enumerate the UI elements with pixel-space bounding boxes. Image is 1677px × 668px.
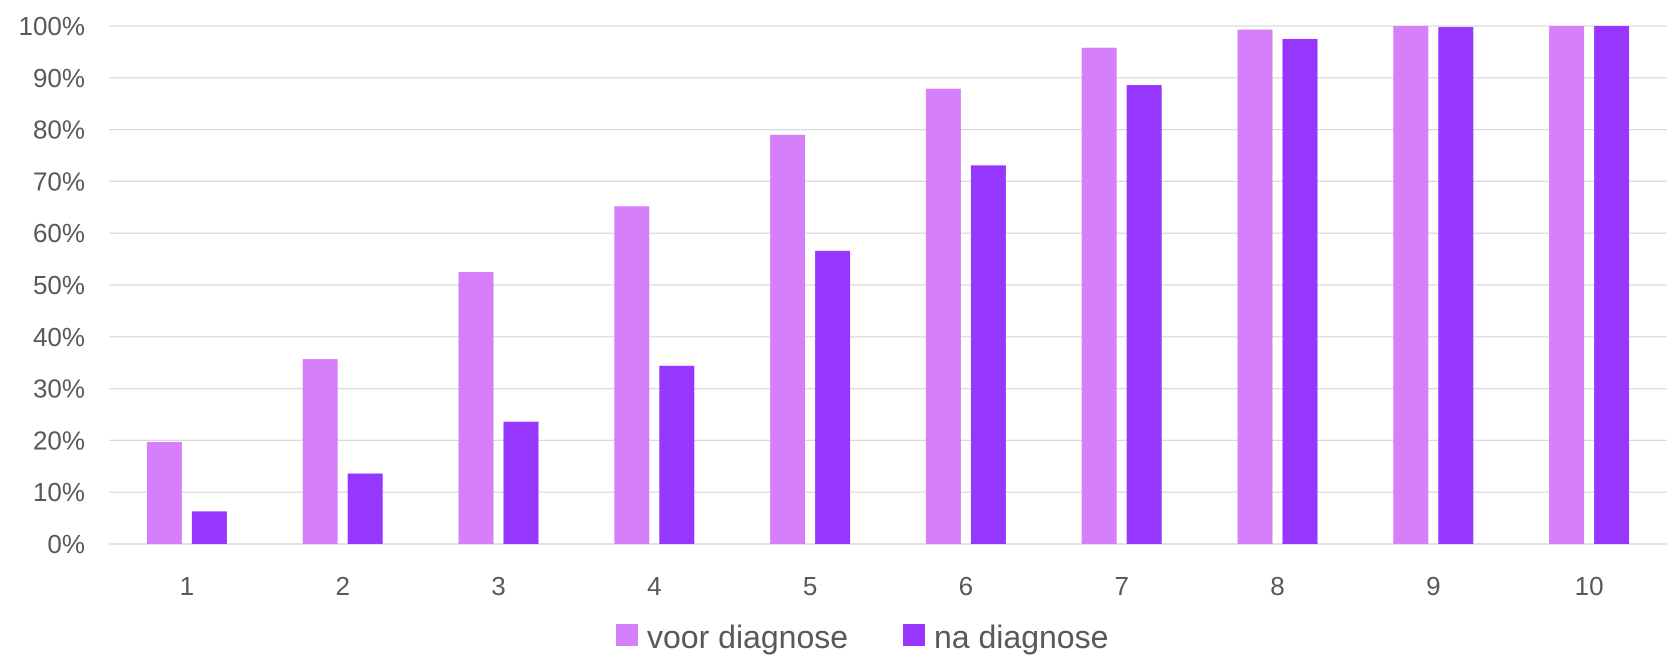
bar-voor-diagnose [302, 359, 338, 544]
bar-na-diagnose [815, 250, 851, 544]
bar-na-diagnose [191, 511, 227, 544]
bar-na-diagnose [347, 473, 383, 544]
legend: voor diagnose na diagnose [616, 619, 1108, 655]
x-tick-label: 10 [1575, 571, 1604, 601]
bars [146, 26, 1630, 545]
x-tick-label: 4 [647, 571, 661, 601]
bar-voor-diagnose [1393, 26, 1429, 544]
x-tick-label: 8 [1270, 571, 1284, 601]
bar-na-diagnose [1438, 27, 1474, 544]
y-tick-label: 30% [33, 374, 85, 404]
bar-voor-diagnose [1237, 29, 1273, 545]
bar-voor-diagnose [458, 272, 494, 544]
y-tick-label: 10% [33, 477, 85, 507]
x-tick-label: 6 [959, 571, 973, 601]
legend-label-voor-diagnose: voor diagnose [647, 619, 848, 655]
x-tick-label: 3 [491, 571, 505, 601]
y-tick-label: 80% [33, 115, 85, 145]
bar-voor-diagnose [146, 441, 182, 544]
legend-label-na-diagnose: na diagnose [934, 619, 1108, 655]
y-tick-label: 40% [33, 322, 85, 352]
x-tick-label: 1 [180, 571, 194, 601]
y-tick-label: 100% [19, 11, 86, 41]
bar-voor-diagnose [770, 134, 806, 544]
bar-na-diagnose [1282, 38, 1318, 544]
legend-swatch-na-diagnose [903, 624, 925, 646]
bar-na-diagnose [1126, 85, 1162, 544]
axes: 0% 10% 20% 30% 40% 50% 60% 70% 80% 90% 100% 1 2 3 4 5 6 7… [19, 11, 1604, 601]
x-tick-label: 2 [335, 571, 349, 601]
bar-voor-diagnose [925, 88, 961, 544]
legend-swatch-voor-diagnose [616, 624, 638, 646]
bar-voor-diagnose [614, 206, 650, 544]
bar-na-diagnose [503, 421, 539, 544]
bar-na-diagnose [970, 165, 1006, 545]
bar-voor-diagnose [1549, 26, 1585, 544]
x-tick-label: 7 [1114, 571, 1128, 601]
y-tick-label: 70% [33, 166, 85, 196]
y-tick-label: 0% [47, 529, 85, 559]
x-tick-label: 9 [1426, 571, 1440, 601]
bar-na-diagnose [659, 365, 695, 544]
y-tick-label: 20% [33, 425, 85, 455]
bar-voor-diagnose [1081, 47, 1117, 544]
bar-na-diagnose [1594, 26, 1630, 544]
y-tick-label: 90% [33, 63, 85, 93]
y-tick-label: 60% [33, 218, 85, 248]
x-tick-label: 5 [803, 571, 817, 601]
gridlines [109, 25, 1667, 545]
y-tick-label: 50% [33, 270, 85, 300]
